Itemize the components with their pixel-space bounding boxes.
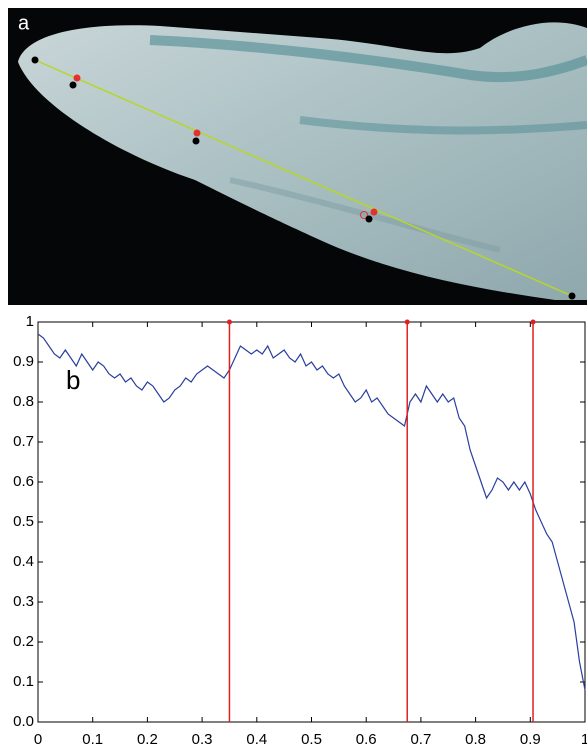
x-tick-label: 0.5 bbox=[301, 731, 322, 748]
dot bbox=[74, 75, 81, 82]
page: a b 0.0 0.1 0.2 0.3 0.4 0.5 0.6 0.7 0.8 0.9 1 0 0.1 0… bbox=[0, 0, 587, 751]
dot bbox=[366, 216, 373, 223]
dot bbox=[194, 130, 201, 137]
dot bbox=[70, 82, 77, 89]
y-tick-label: 0.2 bbox=[13, 633, 34, 650]
y-tick-label: 0.4 bbox=[13, 553, 34, 570]
plot-frame bbox=[38, 322, 585, 722]
x-tick-label: 0.4 bbox=[246, 731, 267, 748]
y-tick-label: 0.5 bbox=[13, 513, 34, 530]
panel-a: a bbox=[8, 8, 587, 305]
x-tick-label: 0.7 bbox=[410, 731, 431, 748]
y-tick-label: 0.6 bbox=[13, 473, 34, 490]
x-tick-label: 0.1 bbox=[82, 731, 103, 748]
marker-dot bbox=[227, 320, 232, 325]
marker-dot bbox=[405, 320, 410, 325]
marker-dot bbox=[531, 320, 536, 325]
panel-label: b bbox=[66, 365, 80, 395]
y-tick-label: 0.9 bbox=[13, 353, 34, 370]
panel-label: a bbox=[18, 12, 30, 34]
y-tick-label: 0.7 bbox=[13, 433, 34, 450]
y-tick-label: 0.3 bbox=[13, 593, 34, 610]
x-tick-label: 1 bbox=[581, 731, 587, 748]
x-tick-label: 0.2 bbox=[137, 731, 158, 748]
x-tick-label: 0.9 bbox=[520, 731, 541, 748]
dot bbox=[193, 138, 200, 145]
y-tick-label: 0.1 bbox=[13, 673, 34, 690]
panel-b: b 0.0 0.1 0.2 0.3 0.4 0.5 0.6 0.7 0.8 0.9 1 0 0.1 0.2… bbox=[13, 313, 587, 748]
x-tick-label: 0 bbox=[34, 731, 42, 748]
dot bbox=[371, 209, 378, 216]
figure: a b 0.0 0.1 0.2 0.3 0.4 0.5 0.6 0.7 0.8 0.9 1 0 0.1 0… bbox=[0, 0, 587, 751]
dot bbox=[569, 293, 576, 300]
y-tick-label: 0.0 bbox=[13, 713, 34, 730]
x-tick-label: 0.3 bbox=[192, 731, 213, 748]
y-tick-label: 1 bbox=[26, 313, 34, 330]
dot bbox=[32, 57, 39, 64]
y-tick-label: 0.8 bbox=[13, 393, 34, 410]
x-tick-label: 0.6 bbox=[356, 731, 377, 748]
x-tick-label: 0.8 bbox=[465, 731, 486, 748]
